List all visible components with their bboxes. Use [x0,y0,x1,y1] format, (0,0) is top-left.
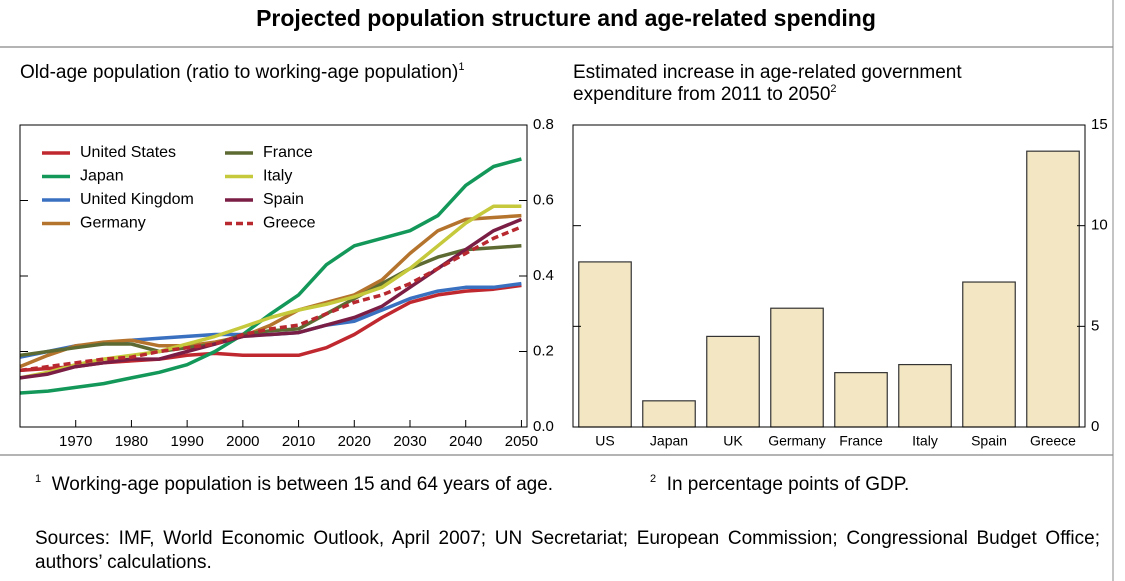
legend-label: United States [80,144,176,161]
bar [770,307,824,428]
note-mark: 2 [650,473,657,485]
series-line [19,213,522,369]
x-tick-label: Germany [768,433,826,449]
legend-label: Spain [263,191,304,208]
x-tick-label: France [839,433,883,449]
y-tick-label: 0.6 [533,191,554,208]
y-tick-label: 0 [1091,418,1099,435]
footnote-text: Working-age population is between 15 and… [51,474,554,495]
bar [578,261,632,428]
bar [642,400,696,428]
panel-title-text: Old-age population (ratio to working-age… [20,62,459,83]
x-tick-label: 1970 [59,433,92,450]
x-tick-label: 2000 [226,433,259,450]
panel-title: Old-age population (ratio to working-age… [20,62,560,84]
y-tick-label: 0.2 [533,342,554,359]
legend-label: Japan [80,168,124,185]
y-tick-label: 5 [1091,317,1099,334]
x-tick-label: Japan [650,433,688,449]
x-tick-label: Greece [1030,433,1076,449]
x-tick-label: 2050 [505,433,538,450]
series-line [19,244,522,358]
x-tick-label: 1980 [115,433,148,450]
legend-label: Germany [80,215,146,232]
y-tick-label: 0.4 [533,267,554,284]
bar [1026,150,1080,428]
x-tick-label: 1990 [170,433,203,450]
bar [962,281,1016,428]
legend-label: United Kingdom [80,191,194,208]
y-tick-label: 15 [1091,116,1108,133]
x-tick-label: Spain [971,433,1007,449]
footnote: 1 Working-age population is between 15 a… [35,474,553,496]
series-line [19,225,523,373]
note-mark: 2 [830,83,837,95]
x-tick-label: 2020 [338,433,371,450]
legend-label: Italy [263,168,292,185]
panel-title-text: Estimated increase in age-related govern… [573,62,962,105]
x-tick-label: 2010 [282,433,315,450]
y-tick-label: 0.8 [533,116,554,133]
x-tick-label: 2040 [449,433,482,450]
legend-label: Greece [263,215,316,232]
note-mark: 1 [458,61,465,73]
x-tick-label: Italy [912,433,938,449]
plot-frame [19,124,528,428]
page-title: Projected population structure and age-r… [256,5,876,31]
legend-label: France [263,144,313,161]
bar [898,363,952,428]
x-tick-label: UK [723,433,743,449]
y-tick-label: 0.0 [533,418,554,435]
footnote: 2 In percentage points of GDP. [650,474,909,496]
bar [834,372,888,428]
bar [706,335,760,428]
note-mark: 1 [35,473,42,485]
series-line [19,204,522,380]
y-tick-label: 10 [1091,217,1108,234]
x-tick-label: 2030 [393,433,426,450]
panel-title: Estimated increase in age-related govern… [573,62,1043,106]
plot-frame [572,124,1086,428]
footnote-text: In percentage points of GDP. [666,474,910,495]
series-line [19,157,522,395]
sources: Sources: IMF, World Economic Outlook, Ap… [35,528,1100,573]
x-tick-label: US [595,433,614,449]
